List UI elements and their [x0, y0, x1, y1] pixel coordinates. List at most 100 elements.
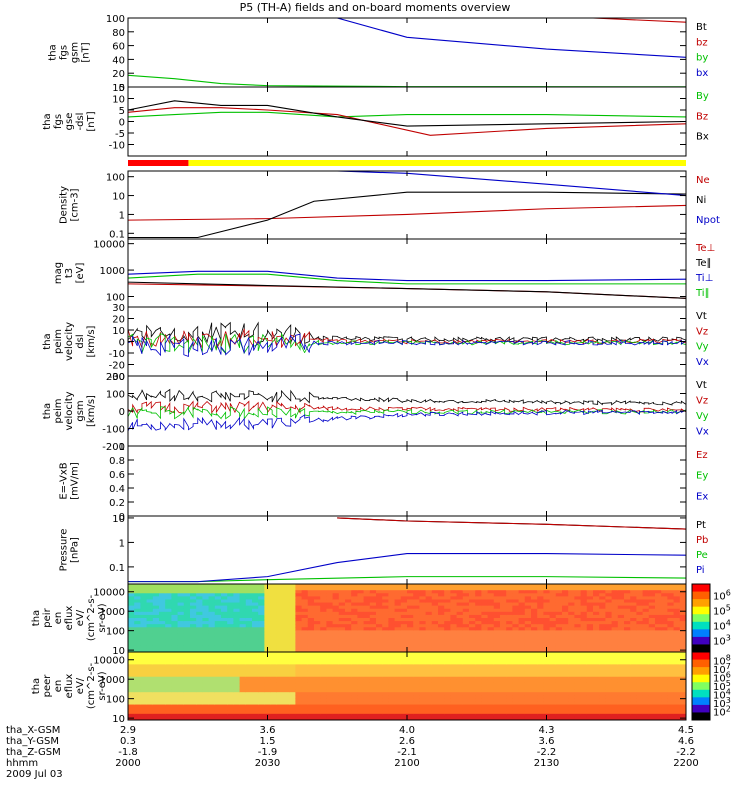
- heatmap-cell: [586, 633, 594, 638]
- heatmap-cell: [351, 584, 358, 588]
- heatmap-cell: [599, 704, 606, 709]
- heatmap-cell: [301, 655, 309, 659]
- series-group-peim-velocity-gsm: [128, 388, 686, 432]
- heatmap-cell: [456, 593, 464, 597]
- heatmap-cell: [630, 608, 637, 613]
- heatmap-cell: [252, 645, 259, 650]
- heatmap-cell: [481, 704, 489, 709]
- heatmap-cell: [419, 701, 427, 706]
- heatmap-cell: [314, 608, 321, 613]
- heatmap-cell: [487, 627, 495, 631]
- heatmap-cell: [270, 652, 278, 656]
- heatmap-cell: [171, 667, 179, 672]
- heatmap-cell: [214, 639, 222, 644]
- heatmap-cell: [462, 636, 470, 641]
- heatmap-cell: [183, 614, 191, 619]
- heatmap-cell: [611, 679, 619, 684]
- heatmap-cell: [270, 707, 278, 712]
- heatmap-cell: [599, 608, 606, 613]
- heatmap-cell: [475, 673, 482, 678]
- heatmap-cell: [202, 590, 210, 594]
- heatmap-cell: [128, 624, 135, 628]
- heatmap-cell: [425, 692, 433, 696]
- heatmap-cell: [450, 602, 458, 607]
- heatmap-cell: [667, 673, 675, 678]
- heatmap-cell: [227, 627, 234, 631]
- heatmap-cell: [450, 716, 458, 720]
- heatmap-cell: [276, 679, 284, 684]
- heatmap-cell: [301, 679, 309, 684]
- heatmap-cell: [413, 593, 420, 597]
- colorbar-tick-label: 103: [713, 696, 731, 710]
- heatmap-cell: [245, 664, 253, 669]
- heatmap-cell: [351, 676, 358, 681]
- heatmap-cell: [599, 661, 606, 665]
- heatmap-cell: [276, 682, 284, 687]
- heatmap-cell: [642, 593, 650, 597]
- heatmap-cell: [624, 716, 631, 720]
- heatmap-cell: [512, 639, 520, 644]
- heatmap-cell: [531, 630, 538, 635]
- heatmap-cell: [419, 608, 427, 613]
- heatmap-cell: [518, 692, 526, 696]
- heatmap-cell: [450, 698, 458, 703]
- heatmap-cell: [661, 704, 668, 709]
- heatmap-cell: [679, 704, 686, 709]
- heatmap-cell: [456, 605, 464, 610]
- heatmap-cell: [487, 618, 495, 622]
- heatmap-cell: [425, 682, 433, 687]
- heatmap-cell: [264, 686, 272, 690]
- heatmap-cell: [221, 648, 228, 652]
- heatmap-cell: [276, 648, 284, 652]
- heatmap-cell: [531, 710, 538, 715]
- heatmap-cell: [425, 602, 433, 607]
- heatmap-cell: [611, 590, 619, 594]
- heatmap-cell: [140, 689, 148, 693]
- heatmap-cell: [301, 587, 309, 591]
- heatmap-cell: [320, 599, 327, 604]
- heatmap-cell: [450, 652, 458, 656]
- heatmap-cell: [624, 605, 631, 610]
- heatmap-cell: [574, 676, 582, 681]
- heatmap-cell: [301, 611, 309, 616]
- heatmap-cell: [679, 621, 686, 625]
- heatmap-cell: [667, 624, 675, 628]
- heatmap-cell: [636, 599, 644, 604]
- heatmap-cell: [531, 639, 538, 644]
- heatmap-cell: [605, 679, 613, 684]
- heatmap-cell: [376, 636, 383, 641]
- heatmap-cell: [500, 710, 507, 715]
- heatmap-cell: [307, 713, 315, 718]
- heatmap-cell: [289, 590, 296, 594]
- heatmap-cell: [487, 599, 495, 604]
- heatmap-cell: [605, 593, 613, 597]
- heatmap-cell: [214, 614, 222, 619]
- heatmap-cell: [270, 676, 278, 681]
- heatmap-cell: [661, 648, 668, 652]
- y-axis-label: sr-eV): [97, 671, 108, 700]
- heatmap-cell: [159, 701, 166, 706]
- heatmap-cell: [524, 602, 532, 607]
- heatmap-cell: [413, 648, 420, 652]
- heatmap-cell: [165, 633, 172, 638]
- heatmap-cell: [196, 673, 203, 678]
- heatmap-cell: [283, 658, 290, 662]
- heatmap-cell: [382, 621, 389, 625]
- heatmap-cell: [673, 611, 681, 616]
- heatmap-cell: [431, 692, 439, 696]
- heatmap-cell: [543, 710, 551, 715]
- heatmap-cell: [624, 710, 631, 715]
- heatmap-cell: [376, 676, 383, 681]
- heatmap-cell: [673, 648, 681, 652]
- heatmap-cell: [388, 695, 396, 699]
- heatmap-cell: [252, 652, 259, 656]
- heatmap-cell: [394, 621, 402, 625]
- heatmap-cell: [524, 636, 532, 641]
- heatmap-cell: [506, 704, 513, 709]
- heatmap-cell: [345, 652, 352, 656]
- heatmap-cell: [568, 670, 575, 675]
- heatmap-cell: [524, 667, 532, 672]
- heatmap-cell: [531, 602, 538, 607]
- heatmap-cell: [208, 661, 216, 665]
- heatmap-cell: [382, 716, 389, 720]
